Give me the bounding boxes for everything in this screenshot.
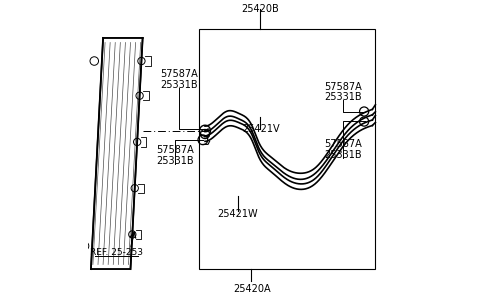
Text: 25331B: 25331B: [324, 150, 362, 160]
Text: REF. 25-253: REF. 25-253: [90, 248, 144, 257]
Text: 25420B: 25420B: [241, 4, 279, 14]
Text: 25331B: 25331B: [324, 92, 362, 102]
Text: 25331B: 25331B: [156, 156, 193, 166]
Text: 25331B: 25331B: [160, 80, 198, 90]
Text: 57587A: 57587A: [324, 82, 362, 91]
Text: 57587A: 57587A: [160, 69, 198, 80]
Text: 57587A: 57587A: [324, 139, 362, 150]
Text: 25421W: 25421W: [217, 209, 258, 219]
Text: 25421V: 25421V: [242, 124, 280, 134]
Text: 25420A: 25420A: [233, 284, 271, 294]
Text: 57587A: 57587A: [156, 146, 193, 155]
